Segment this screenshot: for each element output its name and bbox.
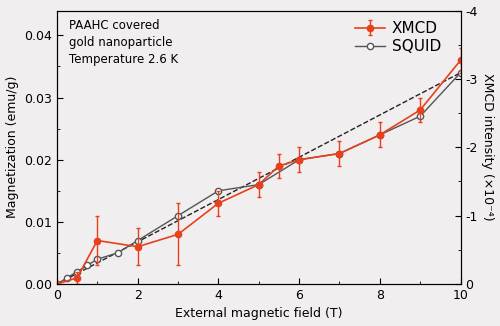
SQUID bbox=[296, 158, 302, 162]
SQUID bbox=[175, 214, 181, 218]
SQUID bbox=[84, 263, 90, 267]
SQUID bbox=[417, 114, 423, 118]
SQUID bbox=[216, 189, 222, 193]
SQUID bbox=[377, 133, 383, 137]
Y-axis label: Magnetization (emu/g): Magnetization (emu/g) bbox=[6, 76, 18, 218]
Text: PAAHC covered
gold nanoparticle
Temperature 2.6 K: PAAHC covered gold nanoparticle Temperat… bbox=[69, 19, 178, 66]
SQUID bbox=[134, 239, 140, 243]
SQUID bbox=[336, 152, 342, 156]
SQUID bbox=[74, 270, 80, 274]
Legend: XMCD, SQUID: XMCD, SQUID bbox=[355, 21, 441, 54]
SQUID bbox=[458, 71, 464, 75]
X-axis label: External magnetic field (T): External magnetic field (T) bbox=[175, 307, 342, 320]
Y-axis label: XMCD intensity (×10⁻⁴): XMCD intensity (×10⁻⁴) bbox=[482, 73, 494, 221]
SQUID bbox=[256, 183, 262, 186]
Line: SQUID: SQUID bbox=[54, 69, 464, 287]
SQUID bbox=[94, 257, 100, 261]
SQUID bbox=[54, 282, 60, 286]
SQUID bbox=[64, 276, 70, 280]
SQUID bbox=[114, 251, 120, 255]
